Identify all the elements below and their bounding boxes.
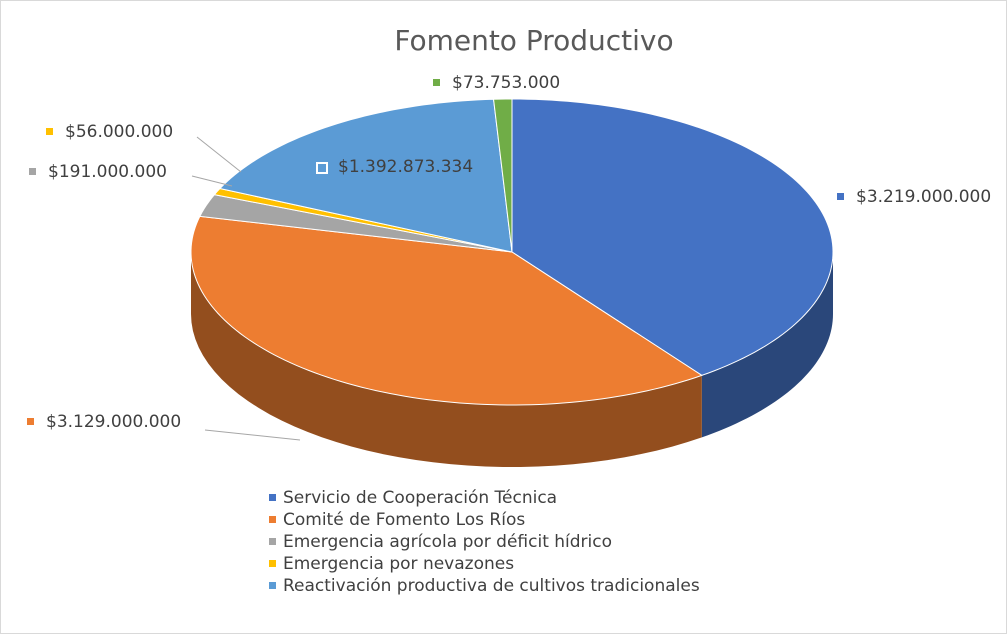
- leader-line: [196, 136, 242, 173]
- legend-swatch: [269, 582, 276, 589]
- label-marker: [46, 128, 53, 135]
- pie-slice: [511, 98, 834, 376]
- legend-swatch: [269, 516, 276, 523]
- label-marker: [27, 418, 34, 425]
- chart-title: Fomento Productivo: [394, 24, 673, 57]
- pie-side: [191, 252, 702, 467]
- label-marker: [316, 162, 328, 174]
- legend-label: Emergencia agrícola por déficit hídrico: [283, 532, 612, 552]
- label-marker: [433, 79, 440, 86]
- data-label: $3.129.000.000: [46, 412, 181, 432]
- pie-slice: [190, 215, 703, 406]
- legend-label: Reactivación productiva de cultivos trad…: [283, 576, 700, 596]
- pie-tops: [190, 98, 834, 406]
- label-marker: [837, 193, 844, 200]
- legend-label: Comité de Fomento Los Ríos: [283, 510, 525, 530]
- data-label: $1.392.873.334: [338, 157, 473, 177]
- label-marker: [29, 168, 36, 175]
- data-label: $3.219.000.000: [856, 187, 991, 207]
- legend-swatch: [269, 494, 276, 501]
- legend-label: Emergencia por nevazones: [283, 554, 514, 574]
- leader-line: [191, 175, 233, 187]
- data-label: $73.753.000: [452, 73, 560, 93]
- legend-label: Servicio de Cooperación Técnica: [283, 488, 557, 508]
- pie-slice: [199, 194, 513, 253]
- data-labels: $3.219.000.000 $3.129.000.000 $191.000.000…: [27, 73, 991, 441]
- data-label: $191.000.000: [48, 162, 167, 182]
- legend-swatch: [269, 538, 276, 545]
- leader-line: [204, 429, 301, 441]
- legend-swatch: [269, 560, 276, 567]
- data-label: $56.000.000: [65, 122, 173, 142]
- pie-slice: [218, 98, 513, 253]
- pie-slice: [492, 98, 513, 253]
